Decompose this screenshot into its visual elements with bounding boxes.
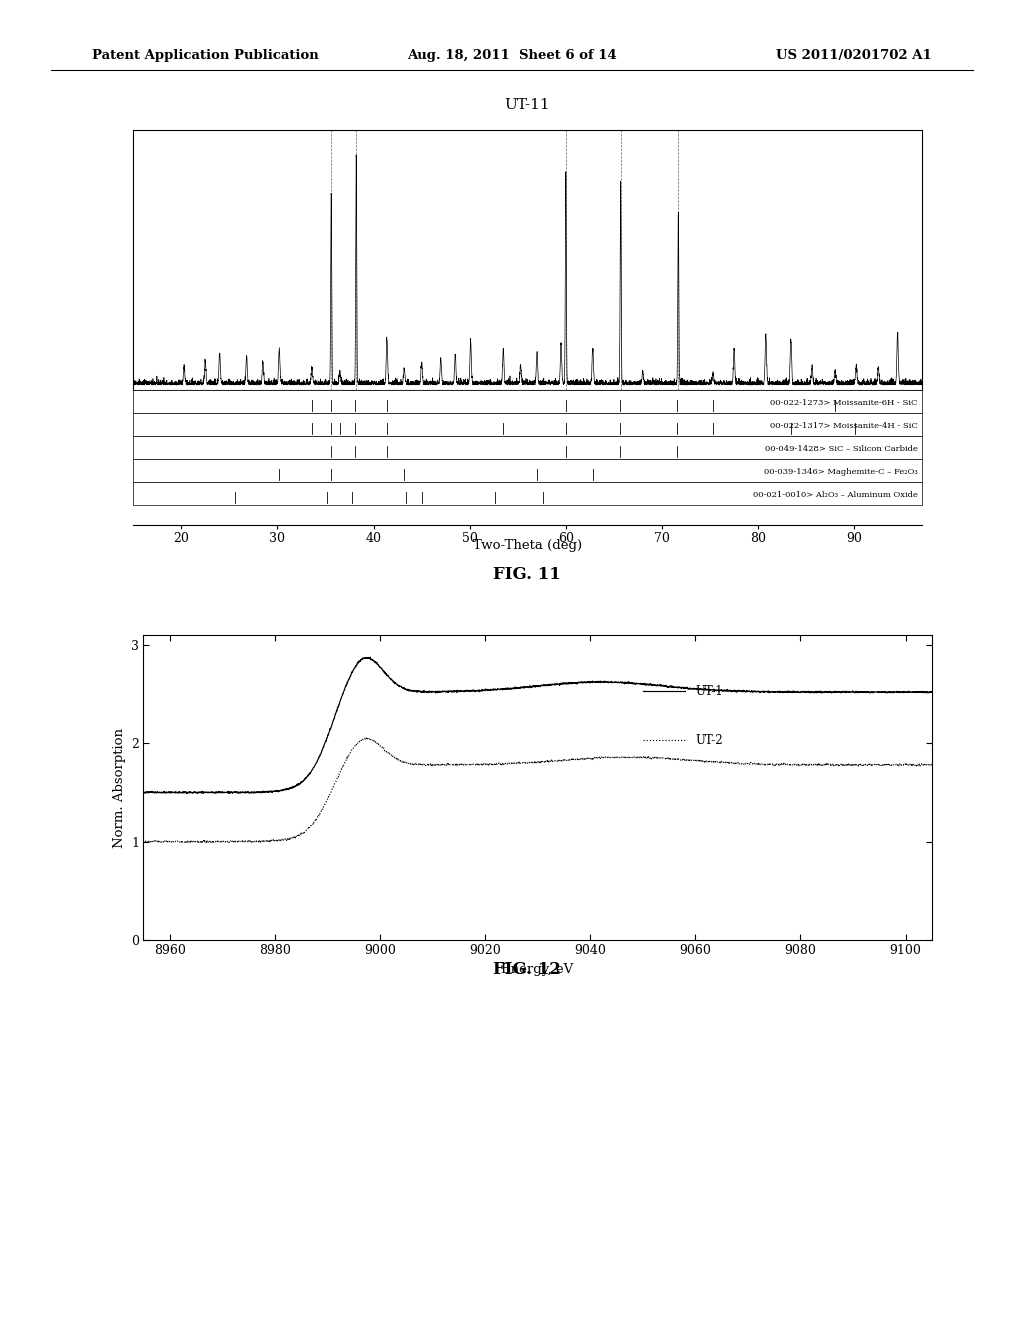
Text: US 2011/0201702 A1: US 2011/0201702 A1: [776, 49, 932, 62]
Text: FIG. 12: FIG. 12: [494, 961, 561, 978]
Text: Patent Application Publication: Patent Application Publication: [92, 49, 318, 62]
Text: 00-022-1317> Moissanite-4H - SiC: 00-022-1317> Moissanite-4H - SiC: [770, 421, 918, 429]
Y-axis label: Norm. Absorption: Norm. Absorption: [113, 727, 126, 847]
Text: 00-039-1346> Maghemite-C – Fe₂O₃: 00-039-1346> Maghemite-C – Fe₂O₃: [764, 467, 918, 475]
Text: Two-Theta (deg): Two-Theta (deg): [473, 539, 582, 552]
Text: UT-2: UT-2: [695, 734, 723, 747]
Text: Aug. 18, 2011  Sheet 6 of 14: Aug. 18, 2011 Sheet 6 of 14: [408, 49, 616, 62]
Text: FIG. 11: FIG. 11: [494, 566, 561, 583]
Text: 00-021-0010> Al₂O₃ – Aluminum Oxide: 00-021-0010> Al₂O₃ – Aluminum Oxide: [753, 491, 918, 499]
Text: UT-11: UT-11: [505, 98, 550, 112]
Text: 00-022-1273> Moissanite-6H - SiC: 00-022-1273> Moissanite-6H - SiC: [770, 399, 918, 407]
X-axis label: Energy, eV: Energy, eV: [502, 962, 573, 975]
Text: 00-049-1428> SiC – Silicon Carbide: 00-049-1428> SiC – Silicon Carbide: [765, 445, 918, 453]
Text: UT-1: UT-1: [695, 685, 723, 697]
